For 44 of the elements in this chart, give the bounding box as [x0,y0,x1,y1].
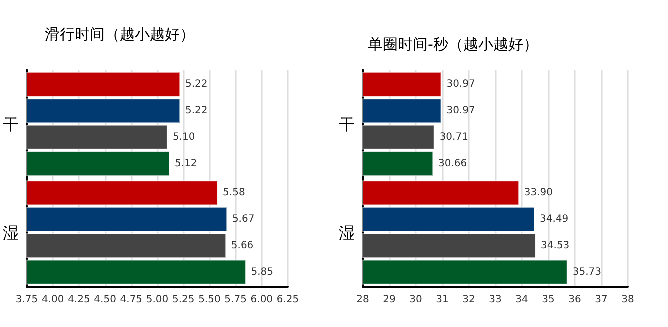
data-label: 5.85 [251,266,274,278]
data-label: 34.53 [541,240,570,252]
x-tick-label: 29 [383,294,396,306]
data-label: 35.73 [572,266,602,278]
y-tick-label: 干 [339,114,355,134]
data-label: 5.58 [223,188,246,199]
y-tick-label: 湿 [339,223,355,242]
data-label: 5.66 [231,240,254,252]
data-label: 5.22 [185,106,208,117]
y-tick-label: 干 [3,114,19,134]
data-label: 34.49 [540,214,569,226]
data-label: 5.22 [185,79,208,90]
x-tick-label: 6.25 [276,294,300,306]
data-label: 30.97 [446,106,476,117]
x-tick-label: 32 [462,294,476,306]
data-label: 5.67 [232,214,255,226]
x-tick-label: 3.75 [16,294,38,306]
data-label: 33.90 [524,188,553,199]
data-label: 30.71 [440,132,468,143]
chart-title: 单圈时间-秒（越小越好） [368,36,538,54]
data-label: 5.10 [172,132,196,143]
x-tick-label: 4.00 [42,294,64,306]
chart-title: 滑行时间（越小越好） [45,26,195,44]
x-tick-label: 30 [410,294,422,306]
x-tick-label: 28 [356,294,370,306]
x-tick-label: 4.50 [94,294,116,306]
data-label: 30.97 [446,79,476,90]
x-tick-label: 6.00 [250,294,274,306]
x-tick-label: 4.25 [68,294,90,306]
x-tick-label: 35 [542,294,555,306]
x-tick-label: 37 [595,294,608,306]
x-tick-label: 5.00 [146,294,169,306]
x-tick-label: 34 [516,294,528,306]
x-tick-label: 5.50 [198,294,221,306]
x-tick-label: 36 [568,294,582,306]
x-tick-label: 33 [489,294,502,306]
x-tick-label: 5.25 [172,294,195,306]
x-tick-label: 5.75 [224,294,247,306]
x-tick-label: 4.75 [120,294,143,306]
data-label: 5.12 [175,158,198,170]
x-tick-label: 31 [436,294,449,306]
y-tick-label: 湿 [3,223,19,242]
data-label: 30.66 [438,158,468,170]
x-tick-label: 38 [622,294,634,306]
